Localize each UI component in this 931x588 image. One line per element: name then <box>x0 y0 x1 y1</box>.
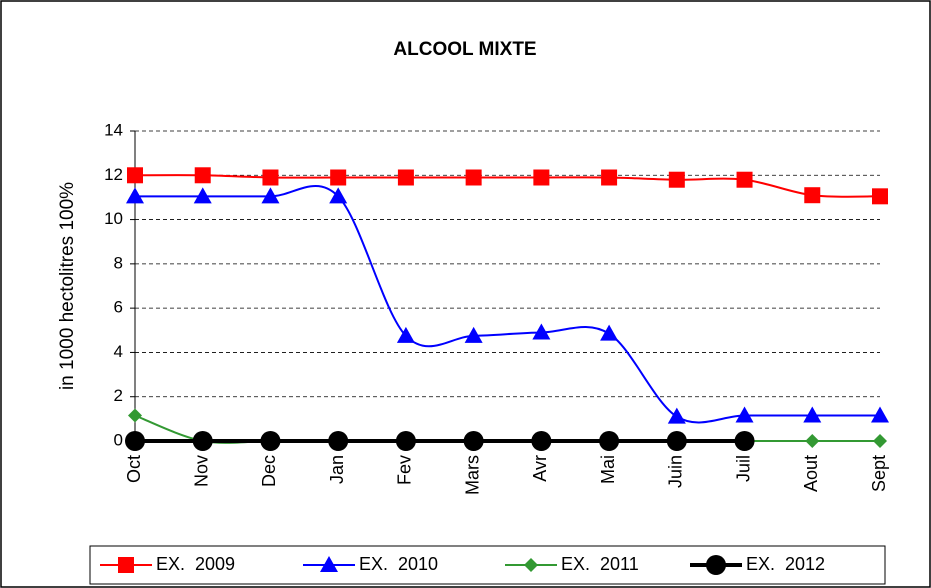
marker <box>668 171 685 188</box>
marker <box>533 169 550 186</box>
x-tick-label: Avr <box>530 455 550 482</box>
marker <box>128 408 142 423</box>
marker <box>396 326 415 343</box>
marker <box>261 187 280 204</box>
marker <box>465 169 482 186</box>
x-tick-label: Mai <box>598 455 618 484</box>
legend-marker <box>118 557 134 573</box>
x-tick-label: Dec <box>259 455 279 487</box>
legend-label: EX. 2011 <box>561 554 639 574</box>
marker <box>531 431 552 451</box>
y-axis-label: in 1000 hectolitres 100% <box>57 182 78 390</box>
legend-box <box>89 545 886 585</box>
y-tick-label: 14 <box>104 120 123 139</box>
legend-marker <box>524 558 538 572</box>
marker <box>873 434 887 448</box>
marker <box>329 187 348 204</box>
marker <box>464 326 483 343</box>
marker <box>260 431 281 451</box>
marker <box>463 431 484 451</box>
marker <box>262 169 279 186</box>
marker <box>532 323 551 340</box>
marker <box>872 188 888 205</box>
y-tick-label: 2 <box>114 386 123 405</box>
y-tick-label: 10 <box>104 209 123 228</box>
legend-marker <box>706 555 726 575</box>
y-tick-label: 0 <box>114 430 123 449</box>
y-tick-label: 6 <box>114 298 123 317</box>
marker <box>667 407 686 424</box>
marker <box>125 431 145 451</box>
marker <box>192 431 213 451</box>
x-tick-label: Fev <box>395 455 415 485</box>
legend-label: EX. 2009 <box>156 554 235 574</box>
x-tick-label: Mars <box>462 455 482 495</box>
legend-label: EX. 2010 <box>359 554 438 574</box>
marker <box>127 167 143 184</box>
marker <box>804 187 821 204</box>
marker <box>330 169 347 186</box>
marker <box>194 167 211 184</box>
marker <box>397 169 414 186</box>
marker <box>871 406 889 423</box>
legend-marker <box>320 556 338 572</box>
y-tick-label: 8 <box>114 253 123 272</box>
marker <box>599 431 620 451</box>
x-tick-label: Juil <box>733 455 753 482</box>
marker <box>600 324 619 341</box>
x-tick-label: Juin <box>666 455 686 488</box>
x-tick-label: Jan <box>327 455 347 484</box>
marker <box>601 169 618 186</box>
chart-title: ALCOOL MIXTE <box>393 39 536 60</box>
marker <box>734 431 755 451</box>
marker <box>395 431 416 451</box>
marker <box>803 406 822 423</box>
legend-label: EX. 2012 <box>746 554 825 574</box>
y-tick-label: 4 <box>114 342 123 361</box>
x-tick-label: Oct <box>124 455 144 483</box>
x-tick-label: Sept <box>869 455 889 492</box>
marker <box>735 406 754 423</box>
marker <box>193 187 212 204</box>
x-tick-label: Aout <box>801 455 821 492</box>
marker <box>126 187 144 204</box>
marker <box>736 171 753 188</box>
x-tick-label: Nov <box>191 455 211 487</box>
marker <box>328 431 349 451</box>
y-tick-label: 12 <box>104 165 123 184</box>
marker <box>805 434 820 448</box>
marker <box>666 431 687 451</box>
